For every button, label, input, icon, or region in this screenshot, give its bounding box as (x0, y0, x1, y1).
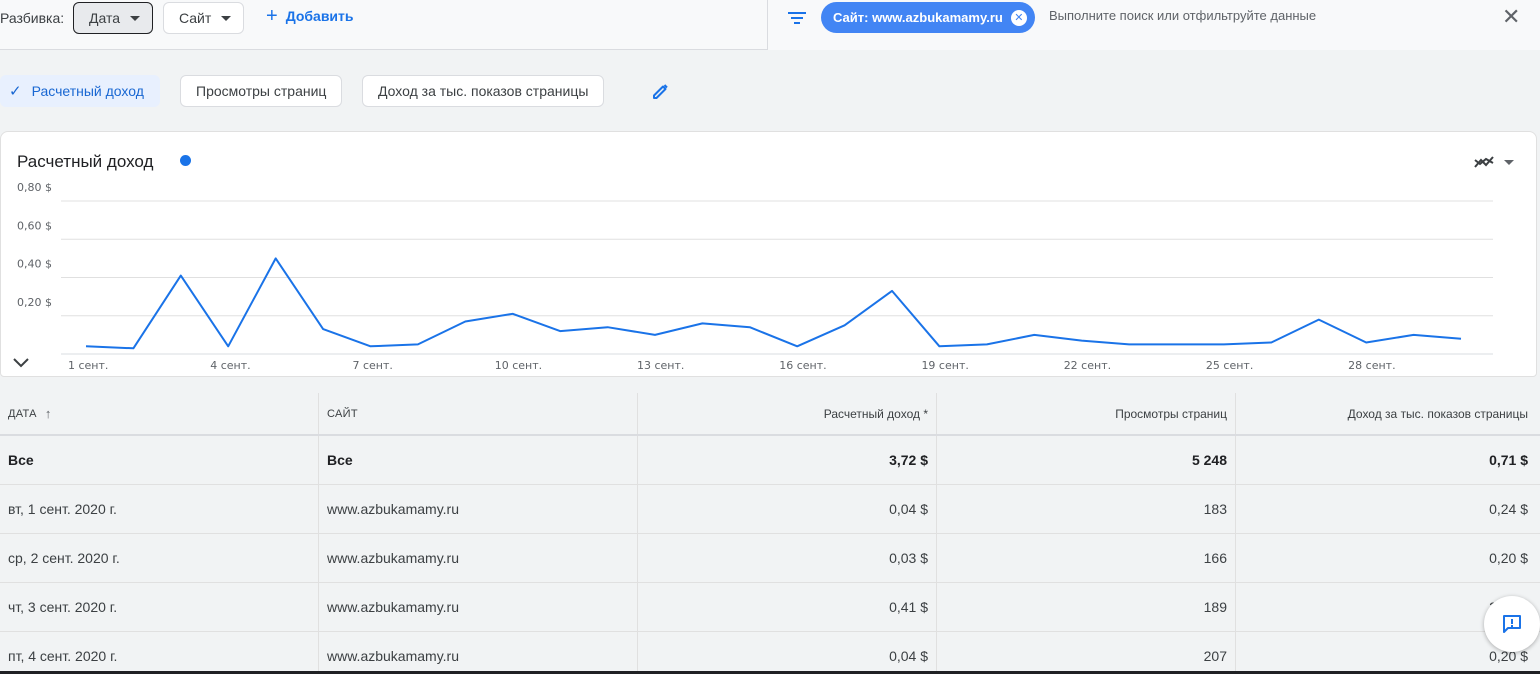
cell-date: чт, 3 сент. 2020 г. (0, 583, 319, 631)
x-tick-label: 1 сент. (68, 359, 108, 372)
header-pageviews[interactable]: Просмотры страниц (937, 393, 1236, 434)
add-breakdown-button[interactable]: + Добавить (266, 5, 354, 27)
metric-chip-revenue[interactable]: ✓ Расчетный доход (0, 75, 160, 107)
metric-chip-rpm[interactable]: Доход за тыс. показов страницы (362, 75, 605, 107)
remove-filter-icon[interactable]: ✕ (1010, 9, 1027, 26)
cell-revenue: 0,41 $ (638, 583, 937, 631)
header-date[interactable]: Дата ↑ (0, 393, 319, 434)
x-tick-label: 16 сент. (779, 359, 826, 372)
header-revenue[interactable]: Расчетный доход * (638, 393, 937, 434)
sort-arrow-up-icon[interactable]: ↑ (44, 406, 52, 421)
metric-chip-pageviews[interactable]: Просмотры страниц (180, 75, 343, 107)
cell-pageviews: 189 (937, 583, 1236, 631)
chart-title: Расчетный доход (17, 152, 154, 171)
table-header-row: Дата ↑ Сайт Расчетный доход * Просмотры … (0, 393, 1540, 436)
cell-revenue: 0,03 $ (638, 534, 937, 582)
x-tick-label: 7 сент. (352, 359, 392, 372)
table-total-row: Все Все 3,72 $ 5 248 0,71 $ (0, 436, 1540, 485)
x-tick-label: 4 сент. (210, 359, 250, 372)
table-row: вт, 1 сент. 2020 г. www.azbukamamy.ru 0,… (0, 485, 1540, 534)
header-revenue-label: Расчетный доход * (823, 406, 928, 421)
x-tick-label: 10 сент. (495, 359, 542, 372)
cell-rpm: 0,20 $ (1489, 550, 1528, 566)
total-rpm: 0,71 $ (1489, 452, 1528, 468)
add-button-label: Добавить (285, 8, 354, 24)
x-tick-label: 28 сент. (1348, 359, 1395, 372)
cell-date: пт, 4 сент. 2020 г. (0, 632, 319, 674)
line-chart: 0,20 $ 0,40 $ 0,60 $ 0,80 $ 1 сент. 4 сент. 7… (17, 181, 1493, 372)
metric-chip-label: Расчетный доход (31, 83, 144, 99)
metric-chip-label: Просмотры страниц (196, 83, 327, 99)
cell-date: вт, 1 сент. 2020 г. (0, 485, 319, 533)
header-rpm-label: Доход за тыс. показов страницы (1347, 406, 1528, 421)
header-date-label: Дата (8, 407, 37, 420)
total-site: Все (319, 436, 638, 484)
date-button-label: Дата (89, 10, 121, 26)
header-site-label: Сайт (327, 407, 358, 420)
check-icon: ✓ (9, 83, 22, 100)
x-tick-label: 22 сент. (1064, 359, 1111, 372)
table-row: чт, 3 сент. 2020 г. www.azbukamamy.ru 0,… (0, 583, 1540, 632)
cell-rpm: 0,20 $ (1489, 648, 1528, 664)
chevron-down-icon (221, 15, 232, 21)
cell-pageviews: 207 (937, 632, 1236, 674)
x-tick-label: 25 сент. (1206, 359, 1253, 372)
chart-card: Расчетный доход 0,20 $ 0,40 $ 0,60 $ 0,80 $… (0, 131, 1537, 377)
top-toolbar: Разбивка: Дата Сайт + Добавить Сайт: www… (0, 0, 1540, 50)
breakdown-label: Разбивка: (0, 10, 65, 26)
y-tick-label: 0,80 $ (17, 181, 52, 194)
cell-date: ср, 2 сент. 2020 г. (0, 534, 319, 582)
x-tick-label: 13 сент. (637, 359, 684, 372)
y-tick-label: 0,40 $ (17, 258, 52, 271)
table-row: пт, 4 сент. 2020 г. www.azbukamamy.ru 0,… (0, 632, 1540, 674)
cell-revenue: 0,04 $ (638, 632, 937, 674)
cell-site: www.azbukamamy.ru (319, 632, 638, 674)
chevron-down-icon (130, 15, 141, 21)
breakdown-site-button[interactable]: Сайт (163, 2, 245, 34)
chevron-down-icon[interactable] (1504, 160, 1514, 165)
total-pageviews: 5 248 (937, 436, 1236, 484)
y-tick-label: 0,60 $ (17, 219, 52, 232)
table-row: ср, 2 сент. 2020 г. www.azbukamamy.ru 0,… (0, 534, 1540, 583)
cell-pageviews: 166 (937, 534, 1236, 582)
close-icon[interactable]: ✕ (1502, 4, 1521, 29)
feedback-icon (1503, 615, 1521, 633)
total-date: Все (0, 436, 319, 484)
cell-rpm: 0,24 $ (1489, 501, 1528, 517)
chart-type-icon[interactable] (1473, 152, 1495, 172)
header-pageviews-label: Просмотры страниц (1115, 406, 1227, 421)
cell-revenue: 0,04 $ (638, 485, 937, 533)
filter-chip-label: Сайт: www.azbukamamy.ru (833, 10, 1003, 25)
cell-site: www.azbukamamy.ru (319, 583, 638, 631)
pencil-icon[interactable] (650, 80, 672, 102)
cell-pageviews: 183 (937, 485, 1236, 533)
search-input[interactable] (1049, 8, 1469, 23)
series-legend-dot (180, 155, 191, 166)
revenue-series-line (85, 257, 1462, 350)
header-rpm[interactable]: Доход за тыс. показов страницы (1236, 393, 1536, 434)
breakdown-date-button[interactable]: Дата (73, 2, 154, 34)
total-revenue: 3,72 $ (638, 436, 937, 484)
cell-site: www.azbukamamy.ru (319, 485, 638, 533)
header-site[interactable]: Сайт (319, 393, 638, 434)
taskbar-edge (0, 671, 1540, 674)
site-filter-chip[interactable]: Сайт: www.azbukamamy.ru ✕ (821, 2, 1035, 33)
x-tick-label: 19 сент. (921, 359, 968, 372)
cell-site: www.azbukamamy.ru (319, 534, 638, 582)
site-button-label: Сайт (179, 10, 212, 26)
chevron-down-icon[interactable] (11, 356, 31, 370)
feedback-button[interactable] (1484, 596, 1540, 652)
y-tick-label: 0,20 $ (17, 296, 52, 309)
metric-chip-label: Доход за тыс. показов страницы (378, 83, 589, 99)
filter-icon[interactable] (788, 10, 806, 26)
plus-icon: + (266, 5, 278, 27)
filter-bar: Сайт: www.azbukamamy.ru ✕ ✕ (767, 0, 1540, 50)
